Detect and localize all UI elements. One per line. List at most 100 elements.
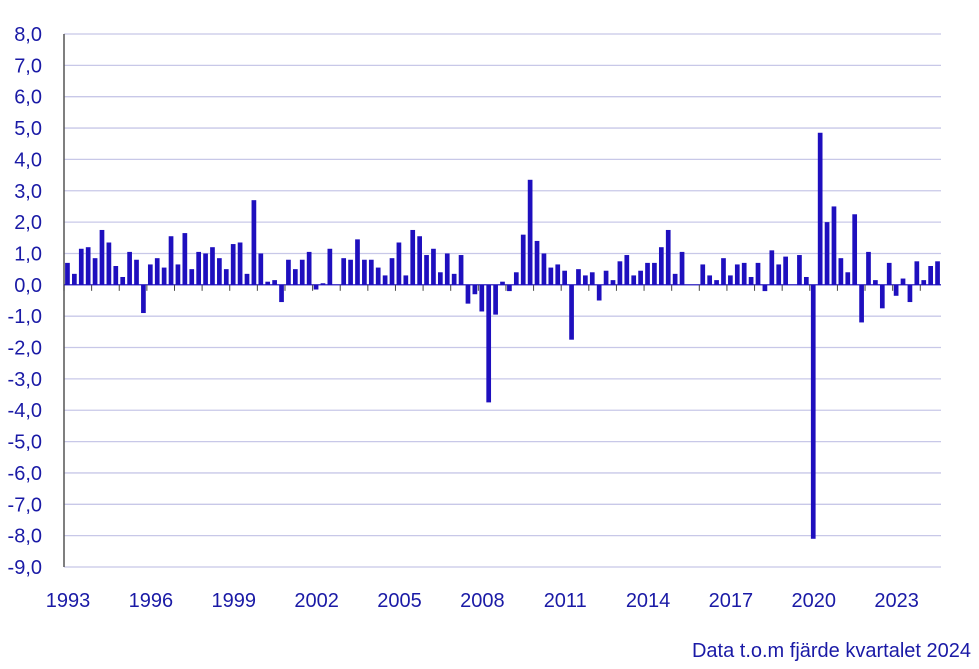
bar: [845, 272, 851, 285]
bar: [223, 269, 229, 285]
x-tick-label: 2014: [626, 590, 671, 612]
bar: [299, 259, 305, 285]
bar: [65, 262, 70, 285]
bar: [548, 267, 554, 285]
y-tick-label: -3,0: [8, 369, 42, 391]
x-tick-label: 2023: [874, 590, 919, 612]
bar: [438, 272, 443, 285]
gridlines: [64, 33, 941, 568]
bar: [562, 270, 567, 285]
bar: [810, 284, 816, 539]
bar: [721, 258, 726, 285]
y-axis-tick-labels: 8,0 7,0 6,0 5,0 4,0 3,0 2,0 1,0 0,0 -1,0 -2,0 -3,0 -…: [8, 24, 42, 579]
y-tick-label: 5,0: [14, 118, 42, 140]
bar: [244, 273, 250, 285]
bar: [776, 264, 782, 285]
bar: [382, 275, 388, 285]
bar: [472, 284, 478, 295]
x-axis-tick-labels: 1993 1996 1999 2002 2005 2008 2011 2014 2017 2020…: [46, 590, 919, 612]
bar: [182, 233, 188, 285]
bar: [458, 255, 464, 285]
bar: [886, 262, 892, 285]
bar: [141, 284, 146, 314]
bar: [85, 247, 91, 285]
bar: [603, 270, 609, 285]
bar: [748, 276, 754, 285]
y-tick-label: 1,0: [14, 243, 42, 265]
y-tick-label: -7,0: [8, 494, 42, 516]
bar: [424, 255, 429, 285]
bar: [120, 276, 126, 285]
bar: [313, 284, 319, 290]
bar: [251, 200, 257, 285]
bar: [341, 258, 347, 285]
bar: [728, 275, 733, 285]
bar: [700, 264, 706, 285]
bar: [852, 214, 858, 285]
bar: [665, 229, 671, 285]
x-tick-label: 2008: [460, 590, 505, 612]
bar: [741, 262, 747, 285]
bar: [348, 259, 353, 285]
bar: [286, 259, 291, 285]
bar: [589, 272, 595, 285]
x-tick-label: 2020: [792, 590, 837, 612]
bar: [707, 275, 713, 285]
bar: [479, 284, 485, 312]
bar: [534, 240, 540, 285]
y-tick-label: 8,0: [14, 24, 42, 46]
x-tick-label: 2011: [544, 590, 587, 612]
bar: [900, 278, 906, 285]
bar: [134, 259, 139, 285]
bar: [824, 222, 830, 285]
bar: [368, 259, 374, 285]
bar: [859, 284, 864, 323]
bar: [78, 248, 84, 285]
bar: [838, 258, 844, 285]
bar: [714, 280, 719, 285]
y-tick-label: 7,0: [14, 55, 42, 77]
bar: [893, 284, 899, 296]
bar: [72, 273, 77, 285]
y-tick-label: -5,0: [8, 432, 42, 454]
bar: [196, 251, 202, 285]
axes: [63, 34, 941, 567]
bar: [769, 250, 775, 285]
bar: [417, 236, 422, 285]
bar: [617, 261, 623, 285]
bar: [99, 229, 105, 285]
bar: [230, 244, 236, 285]
bar: [652, 262, 657, 285]
bar: [362, 259, 367, 285]
bar: [500, 281, 505, 285]
bar: [762, 284, 768, 292]
bar: [272, 280, 277, 285]
bar: [520, 234, 526, 285]
y-tick-label: -9,0: [8, 557, 42, 579]
bar: [583, 275, 588, 285]
bar: [189, 269, 195, 285]
x-tick-label: 2005: [377, 590, 422, 612]
bar: [292, 269, 298, 285]
bar: [431, 248, 436, 285]
bar: [679, 251, 685, 285]
bar: [631, 275, 637, 285]
bar: [817, 132, 823, 285]
bar: [486, 284, 492, 403]
bar: [375, 267, 381, 285]
y-tick-label: 3,0: [14, 181, 42, 203]
bars: [65, 132, 940, 539]
bar: [576, 269, 581, 285]
bar: [610, 280, 616, 285]
bar: [493, 284, 498, 315]
bar: [92, 258, 98, 285]
x-tick-label: 2017: [709, 590, 754, 612]
bar: [154, 258, 160, 285]
bar: [410, 229, 416, 285]
bar: [147, 264, 153, 285]
bar: [279, 284, 284, 303]
bar: [106, 242, 112, 285]
bar: [921, 280, 927, 285]
bar: [928, 266, 933, 285]
